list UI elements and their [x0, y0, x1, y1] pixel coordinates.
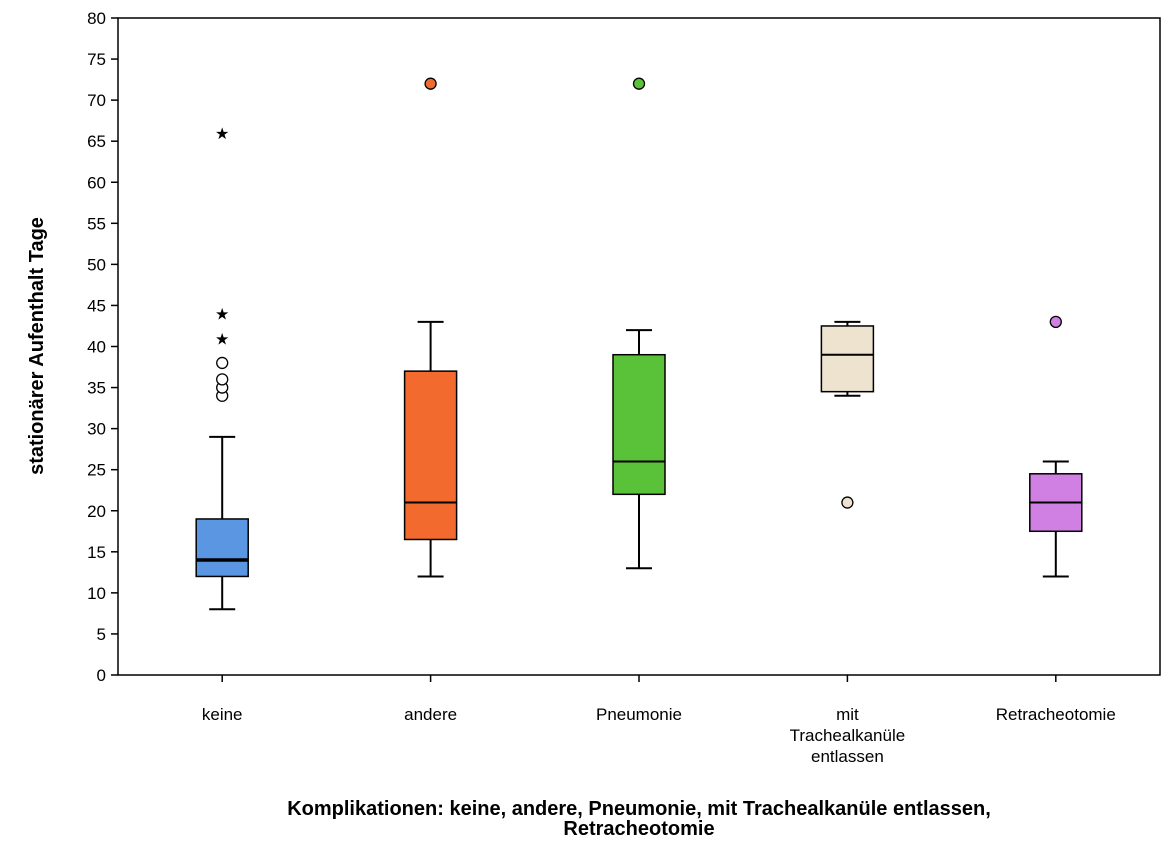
x-category-label: entlassen — [811, 747, 884, 766]
y-tick-label: 80 — [87, 9, 106, 28]
y-tick-label: 60 — [87, 173, 106, 192]
outlier-point — [1049, 315, 1062, 329]
iqr-box — [195, 518, 249, 578]
x-category-label: Trachealkanüle — [790, 726, 906, 745]
y-tick-label: 10 — [87, 584, 106, 603]
y-tick-label: 45 — [87, 296, 106, 315]
y-tick-label: 5 — [97, 625, 106, 644]
iqr-box — [820, 325, 875, 393]
extreme-point-star: ★ — [215, 124, 229, 143]
y-tick-label: 65 — [87, 132, 106, 151]
outlier-point — [216, 356, 229, 370]
y-tick-label: 75 — [87, 50, 106, 69]
iqr-box — [612, 353, 666, 496]
box-series: ★ ★ ★ — [195, 77, 1083, 682]
x-axis-category-labels: keine andere Pneumonie mit Trachealkanüle ent… — [202, 705, 1116, 766]
x-category-label: Retracheotomie — [996, 705, 1116, 724]
x-category-label: keine — [202, 705, 243, 724]
box-group — [1029, 315, 1083, 682]
outlier-point — [424, 77, 437, 90]
x-category-label: mit — [836, 705, 859, 724]
x-axis-title: Komplikationen: keine, andere, Pneumonie… — [287, 798, 991, 840]
outlier-point — [216, 373, 229, 386]
box-group: ★ ★ ★ — [195, 124, 249, 682]
x-category-label: Pneumonie — [596, 705, 682, 724]
y-tick-label: 55 — [87, 214, 106, 233]
box-group — [403, 77, 458, 682]
extreme-point-star: ★ — [215, 305, 229, 324]
y-tick-label: 25 — [87, 461, 106, 480]
y-axis-ticks: 0 5 10 15 20 25 30 35 40 45 50 55 60 65 70 75 80 — [87, 9, 118, 685]
box-group — [820, 320, 875, 682]
iqr-box — [403, 370, 458, 541]
y-tick-label: 30 — [87, 420, 106, 439]
extreme-point-star: ★ — [215, 329, 229, 348]
y-tick-label: 15 — [87, 543, 106, 562]
x-axis-title-line: Komplikationen: keine, andere, Pneumonie… — [287, 798, 991, 820]
y-tick-label: 0 — [97, 666, 106, 685]
y-tick-label: 35 — [87, 379, 106, 398]
box-group — [612, 77, 666, 682]
y-tick-label: 20 — [87, 502, 106, 521]
y-tick-label: 40 — [87, 338, 106, 357]
outlier-point — [632, 77, 646, 90]
y-tick-label: 50 — [87, 255, 106, 274]
outlier-point — [841, 496, 854, 509]
x-category-label: andere — [404, 705, 457, 724]
y-tick-label: 70 — [87, 91, 106, 110]
x-axis-title-line: Retracheotomie — [563, 818, 714, 840]
y-axis-title: stationärer Aufenthalt Tage — [26, 217, 48, 475]
